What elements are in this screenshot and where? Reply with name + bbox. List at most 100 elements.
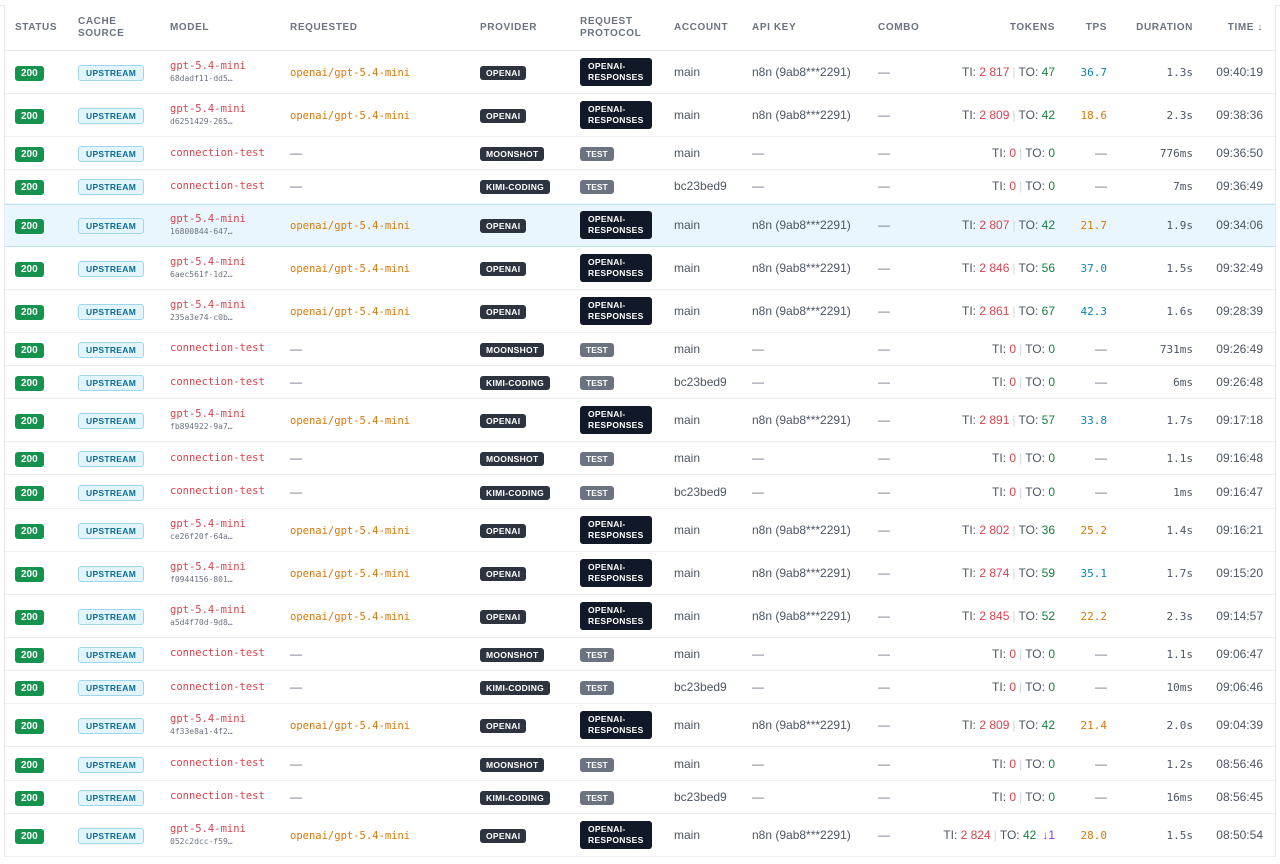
table-row[interactable]: 200 UPSTREAM connection-test — MOONSHOT TEST m… xyxy=(5,747,1275,781)
table-row[interactable]: 200 UPSTREAM connection-test — KIMI-CODING TE… xyxy=(5,475,1275,509)
timestamp: 08:50:54 xyxy=(1216,827,1263,842)
col-time-sorted[interactable]: TIME ↓ xyxy=(1227,21,1263,33)
account-name: main xyxy=(674,827,701,842)
col-tps[interactable]: TPS xyxy=(1085,21,1107,33)
col-cache-source[interactable]: CACHE SOURCE xyxy=(78,15,125,39)
requested-model: openai/gpt-5.4-mini xyxy=(290,567,411,580)
timestamp: 09:06:46 xyxy=(1216,680,1263,695)
protocol-badge: OPENAI- RESPONSES xyxy=(580,711,652,740)
table-row[interactable]: 200 UPSTREAM gpt-5.4-mini fb894922-9a7… open… xyxy=(5,399,1275,443)
cache-source-badge: UPSTREAM xyxy=(78,375,145,392)
account-name: bc23bed9 xyxy=(674,179,727,194)
col-duration[interactable]: DURATION xyxy=(1136,21,1193,33)
model-cell: connection-test xyxy=(160,452,280,465)
combo-value: — xyxy=(878,146,890,161)
table-row[interactable]: 200 UPSTREAM gpt-5.4-mini ce26f20f-64a… open… xyxy=(5,509,1275,552)
duration-value: 2.3s xyxy=(1166,109,1194,122)
duration-value: 731ms xyxy=(1159,342,1193,356)
ti-label: TI: xyxy=(943,827,958,842)
col-requested[interactable]: REQUESTED xyxy=(290,21,358,33)
table-row[interactable]: 200 UPSTREAM gpt-5.4-mini 235a3e74-c0b… open… xyxy=(5,290,1275,333)
ti-label: TI: xyxy=(962,718,977,733)
table-row[interactable]: 200 UPSTREAM gpt-5.4-mini 6aec561f-1d2… open… xyxy=(5,247,1275,290)
token-counts: TI: 2 824 | TO: 42 ↓1 xyxy=(943,828,1055,842)
to-label: TO: xyxy=(1025,756,1045,771)
table-row[interactable]: 200 UPSTREAM gpt-5.4-mini 16800844-647… open… xyxy=(5,203,1275,247)
table-row[interactable]: 200 UPSTREAM gpt-5.4-mini 4f33e8a1-4f2… open… xyxy=(5,704,1275,748)
timestamp: 09:34:06 xyxy=(1216,218,1263,233)
tps-value: 22.2 xyxy=(1080,609,1108,623)
table-row[interactable]: 200 UPSTREAM gpt-5.4-mini d6251429-265… open… xyxy=(5,94,1275,137)
tps-value: 37.0 xyxy=(1080,261,1108,275)
model-cell: gpt-5.4-mini 4f33e8a1-4f2… xyxy=(160,713,280,737)
provider-badge: MOONSHOT xyxy=(480,452,545,467)
table-row[interactable]: 200 UPSTREAM connection-test — KIMI-CODING TE… xyxy=(5,366,1275,400)
ti-label: TI: xyxy=(992,789,1007,804)
cache-source-badge: UPSTREAM xyxy=(78,789,145,806)
table-row[interactable]: 200 UPSTREAM gpt-5.4-mini 052c2dcc-f59… open… xyxy=(5,814,1275,857)
table-row[interactable]: 200 UPSTREAM connection-test — MOONSHOT TEST m… xyxy=(5,137,1275,171)
protocol-badge: OPENAI- RESPONSES xyxy=(580,601,652,630)
tokens-out: 0 xyxy=(1048,756,1055,771)
tps-value: — xyxy=(1095,484,1107,499)
provider-badge: OPENAI xyxy=(480,304,527,319)
table-row[interactable]: 200 UPSTREAM connection-test — MOONSHOT TEST m… xyxy=(5,333,1275,366)
model-name: connection-test xyxy=(170,790,265,803)
col-account[interactable]: ACCOUNT xyxy=(674,21,729,33)
status-badge: 200 xyxy=(15,757,44,773)
timestamp: 09:16:47 xyxy=(1216,484,1263,499)
token-separator: | xyxy=(1012,565,1016,580)
col-combo[interactable]: COMBO xyxy=(878,21,920,33)
col-api-key[interactable]: API KEY xyxy=(752,21,797,33)
combo-value: — xyxy=(878,756,890,771)
requested-model: — xyxy=(290,179,302,194)
tps-value: 25.2 xyxy=(1080,523,1108,537)
ti-label: TI: xyxy=(962,218,977,233)
request-id: d6251429-265… xyxy=(170,117,233,126)
cache-source-badge: UPSTREAM xyxy=(78,260,145,277)
token-counts: TI: 2 807 | TO: 42 xyxy=(962,218,1055,232)
combo-value: — xyxy=(878,260,890,275)
table-row[interactable]: 200 UPSTREAM gpt-5.4-mini f0944156-801… open… xyxy=(5,552,1275,595)
status-badge: 200 xyxy=(15,828,44,844)
token-counts: TI: 2 809 | TO: 42 xyxy=(962,718,1055,732)
model-cell: connection-test xyxy=(160,681,280,694)
api-key: n8n (9ab8***2291) xyxy=(752,608,851,623)
table-row[interactable]: 200 UPSTREAM connection-test — KIMI-CODING TE… xyxy=(5,671,1275,705)
duration-value: 7ms xyxy=(1173,180,1193,194)
cache-source-badge: UPSTREAM xyxy=(78,108,145,124)
token-counts: TI: 2 845 | TO: 52 xyxy=(962,609,1055,623)
to-label: TO: xyxy=(1018,522,1039,537)
to-label: TO: xyxy=(1025,451,1045,466)
api-key: — xyxy=(752,451,764,466)
token-counts: TI: 0 | TO: 0 xyxy=(992,451,1055,465)
combo-value: — xyxy=(878,413,890,428)
tokens-out: 59 xyxy=(1041,565,1055,580)
table-row[interactable]: 200 UPSTREAM connection-test — MOONSHOT TEST m… xyxy=(5,442,1275,476)
table-row[interactable]: 200 UPSTREAM connection-test — MOONSHOT TEST m… xyxy=(5,638,1275,672)
model-name: connection-test xyxy=(170,375,265,388)
provider-badge: KIMI-CODING xyxy=(480,485,551,500)
table-row[interactable]: 200 UPSTREAM gpt-5.4-mini a5d4f70d-9d8… open… xyxy=(5,595,1275,638)
timestamp: 09:32:49 xyxy=(1216,260,1263,275)
requested-model: openai/gpt-5.4-mini xyxy=(290,262,411,275)
token-separator: | xyxy=(1019,146,1023,161)
status-badge: 200 xyxy=(15,109,44,124)
token-separator: | xyxy=(1012,608,1016,623)
model-cell: connection-test xyxy=(160,790,280,803)
col-model[interactable]: MODEL xyxy=(170,21,210,33)
to-label: TO: xyxy=(1018,608,1039,623)
table-row[interactable]: 200 UPSTREAM gpt-5.4-mini 68dadf11-dd5… open… xyxy=(5,51,1275,94)
col-provider[interactable]: PROVIDER xyxy=(480,21,538,33)
tokens-in: 2 824 xyxy=(960,827,991,842)
col-status[interactable]: STATUS xyxy=(15,21,58,33)
tokens-out: 42 xyxy=(1022,827,1037,842)
table-row[interactable]: 200 UPSTREAM connection-test — KIMI-CODING TE… xyxy=(5,781,1275,814)
token-counts: TI: 2 874 | TO: 59 xyxy=(962,566,1055,580)
to-label: TO: xyxy=(1025,179,1045,194)
col-tokens[interactable]: TOKENS xyxy=(1009,21,1055,33)
col-request-protocol[interactable]: REQUEST PROTOCOL xyxy=(580,15,642,39)
account-name: main xyxy=(674,565,701,580)
account-name: bc23bed9 xyxy=(674,789,727,804)
table-row[interactable]: 200 UPSTREAM connection-test — KIMI-CODING TE… xyxy=(5,170,1275,204)
